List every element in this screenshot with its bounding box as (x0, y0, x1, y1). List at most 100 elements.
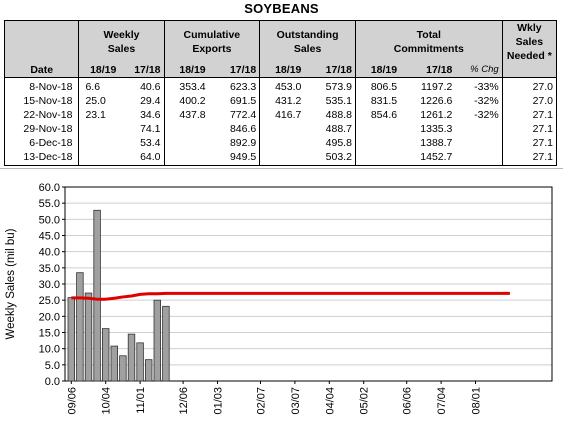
cell-out-1819 (259, 136, 305, 150)
y-tick-label: 15.0 (39, 328, 60, 340)
weekly-sales-bar (84, 292, 93, 382)
cell-tot-1819 (354, 150, 401, 166)
cell-out-1819 (259, 122, 305, 136)
y-tick-label: 60.0 (39, 182, 60, 194)
cell-tot-1819: 806.5 (354, 77, 401, 94)
table-row: 8-Nov-18 6.6 40.6 353.4 623.3 453.0 573.9 806.5… (3, 77, 558, 94)
cell-tot-1718: 1388.7 (420, 137, 453, 149)
cell-cum-1819: 437.8 (163, 108, 209, 122)
y-tick-label: 30.0 (39, 279, 60, 291)
cell-out-1718: 503.2 (304, 150, 356, 166)
y-tick-label: 10.0 (39, 344, 60, 356)
cell-weekly-1718: 74.1 (140, 123, 161, 135)
cell-date: 29-Nov-18 (3, 122, 79, 136)
cell-weekly-1819 (78, 122, 120, 136)
y-tick-label: 5.0 (45, 360, 60, 372)
x-tick-label: 09/06 (66, 387, 78, 415)
x-tick-label: 03/07 (290, 387, 302, 415)
weekly-sales-bar (67, 297, 75, 382)
y-tick-label: 55.0 (39, 198, 60, 210)
cell-cum-1819 (163, 122, 209, 136)
cell-out-1819: 416.7 (259, 108, 305, 122)
table-row: 22-Nov-18 23.1 34.6 437.8 772.4 416.7 488.8 854… (3, 108, 558, 122)
weekly-sales-bar (93, 209, 101, 382)
header-pct-chg: % Chg (455, 63, 503, 78)
y-tick-label: 0.0 (45, 376, 60, 388)
cell-pct-chg (455, 136, 502, 150)
cell-pct-chg: -33% (474, 81, 499, 93)
soybeans-sales-table: Weekly Sales Cumulative Exports Outstandin… (3, 20, 558, 166)
cell-cum-1718: 623.3 (229, 81, 257, 93)
cell-cum-1819 (163, 136, 209, 150)
cell-tot-1819 (354, 122, 401, 136)
y-tick-label: 25.0 (39, 295, 60, 307)
header-cum-1819: 18/19 (163, 63, 209, 78)
x-tick-label: 05/02 (359, 387, 371, 415)
cell-tot-1718: 1226.6 (420, 95, 453, 107)
cell-weekly-1718: 40.6 (140, 81, 161, 93)
x-tick-label: 08/01 (471, 387, 483, 415)
cell-out-1718: 495.8 (325, 137, 352, 149)
cell-weekly-1718: 29.4 (140, 95, 161, 107)
cell-weekly-1718: 34.6 (140, 109, 161, 121)
cell-wkly-needed: 27.0 (501, 94, 558, 108)
weekly-sales-bar (127, 333, 136, 382)
weekly-sales-bar (162, 305, 170, 382)
cell-cum-1718: 892.9 (229, 137, 257, 149)
cell-date: 8-Nov-18 (3, 77, 79, 94)
cell-pct-chg (455, 122, 502, 136)
x-tick-label: 11/01 (135, 387, 147, 414)
report-title: SOYBEANS (244, 1, 319, 16)
header-total-commitments: Total Commitments (354, 20, 503, 63)
cell-weekly-1819: 25.0 (78, 94, 120, 108)
cell-pct-chg (455, 150, 503, 166)
cell-weekly-1718: 64.0 (119, 150, 164, 166)
y-tick-label: 35.0 (39, 263, 60, 275)
header-date-blank (3, 20, 79, 63)
y-tick-label: 20.0 (39, 311, 60, 323)
weekly-sales-bar (119, 355, 127, 382)
cell-cum-1819 (163, 150, 209, 166)
header-cum-1718: 17/18 (208, 63, 260, 78)
table-row: 29-Nov-18 74.1 846.6 488.7 1335.3 27.1 (3, 122, 558, 136)
header-weekly-1718: 17/18 (119, 63, 164, 78)
cell-out-1718: 535.1 (325, 95, 352, 107)
x-tick-label: 06/06 (402, 387, 414, 415)
cell-wkly-needed: 27.0 (501, 77, 558, 94)
weekly-sales-bar (102, 328, 110, 382)
cell-cum-1819: 353.4 (163, 77, 209, 94)
table-row: 6-Dec-18 53.4 892.9 495.8 1388.7 27.1 (3, 136, 558, 150)
weekly-sales-bar (153, 299, 161, 382)
y-tick-label: 45.0 (39, 231, 60, 243)
table-row: 15-Nov-18 25.0 29.4 400.2 691.5 431.2 535.1 831… (3, 94, 558, 108)
cell-cum-1718: 846.6 (229, 123, 257, 135)
x-tick-label: 02/07 (256, 387, 268, 415)
cell-wkly-needed: 27.1 (501, 108, 558, 122)
cell-date: 15-Nov-18 (3, 94, 79, 108)
cell-out-1718: 573.9 (325, 81, 352, 93)
y-tick-label: 40.0 (39, 247, 60, 259)
cell-weekly-1819 (78, 136, 120, 150)
header-tot-1819: 18/19 (354, 63, 401, 78)
cell-wkly-needed: 27.1 (501, 122, 558, 136)
header-date: Date (3, 63, 79, 78)
cell-date: 13-Dec-18 (3, 150, 79, 166)
cell-wkly-needed: 27.1 (501, 136, 558, 150)
cell-cum-1718: 772.4 (229, 109, 257, 121)
cell-date: 6-Dec-18 (3, 136, 79, 150)
cell-tot-1819 (354, 136, 401, 150)
cell-tot-1718: 1261.2 (420, 109, 453, 121)
cell-out-1819: 431.2 (259, 94, 305, 108)
cell-pct-chg: -32% (474, 95, 499, 107)
table-row: 13-Dec-18 64.0 949.5 503.2 1452.7 27.1 (3, 150, 558, 166)
weekly-sales-bar (144, 359, 153, 382)
weekly-sales-bar (76, 272, 84, 382)
cell-weekly-1718: 53.4 (140, 137, 161, 149)
weekly-sales-bar (136, 342, 144, 382)
y-tick-label: 50.0 (39, 214, 60, 226)
plot-frame (64, 186, 553, 382)
header-weekly-1819: 18/19 (78, 63, 120, 78)
cell-wkly-needed: 27.1 (501, 150, 558, 166)
cell-out-1819 (259, 150, 305, 166)
cell-out-1718: 488.7 (325, 123, 352, 135)
